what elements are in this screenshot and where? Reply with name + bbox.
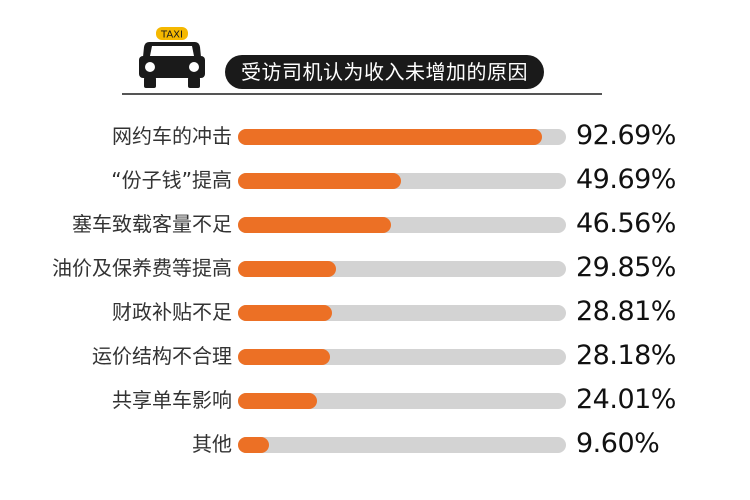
bar-label: “份子钱”提高: [111, 168, 232, 192]
bar-row: 其他 9.60%: [0, 423, 750, 467]
bar-value: 28.18%: [576, 340, 676, 371]
bar-fill: [238, 129, 543, 145]
bar-value: 49.69%: [576, 164, 676, 195]
bar-label: 财政补贴不足: [112, 300, 232, 324]
bar-fill: [238, 349, 331, 365]
bar-track: [238, 349, 566, 365]
bar-row: 共享单车影响 24.01%: [0, 379, 750, 423]
bar-row: 运价结构不合理 28.18%: [0, 335, 750, 379]
bar-row: 油价及保养费等提高 29.85%: [0, 247, 750, 291]
bar-value: 9.60%: [576, 428, 660, 459]
bar-value: 29.85%: [576, 252, 676, 283]
bar-label: 网约车的冲击: [112, 124, 232, 148]
bar-fill: [238, 217, 391, 233]
bar-value: 92.69%: [576, 120, 676, 151]
bar-label: 塞车致载客量不足: [72, 212, 232, 236]
taxi-icon: TAXI: [139, 27, 205, 88]
bar-track: [238, 305, 566, 321]
bar-label: 其他: [192, 432, 232, 456]
bar-label: 油价及保养费等提高: [52, 256, 232, 280]
bar-fill: [238, 437, 270, 453]
bar-label: 共享单车影响: [112, 388, 232, 412]
bar-track: [238, 173, 566, 189]
bar-row: 财政补贴不足 28.81%: [0, 291, 750, 335]
bar-fill: [238, 261, 336, 277]
bar-value: 28.81%: [576, 296, 676, 327]
bar-fill: [238, 305, 333, 321]
chart-title: 受访司机认为收入未增加的原因: [225, 55, 544, 89]
bar-value: 24.01%: [576, 384, 676, 415]
bar-label: 运价结构不合理: [92, 344, 232, 368]
chart-header: TAXI 受访司机认为收入未增加的原因: [0, 0, 750, 100]
bar-row: “份子钱”提高 49.69%: [0, 159, 750, 203]
bar-track: [238, 217, 566, 233]
svg-text:TAXI: TAXI: [160, 30, 183, 41]
bar-fill: [238, 393, 317, 409]
bar-track: [238, 437, 566, 453]
bar-value: 46.56%: [576, 208, 676, 239]
bar-track: [238, 393, 566, 409]
bar-track: [238, 261, 566, 277]
bar-row: 塞车致载客量不足 46.56%: [0, 203, 750, 247]
bar-track: [238, 129, 566, 145]
bar-fill: [238, 173, 401, 189]
bar-row: 网约车的冲击 92.69%: [0, 115, 750, 159]
title-divider: [122, 93, 602, 95]
